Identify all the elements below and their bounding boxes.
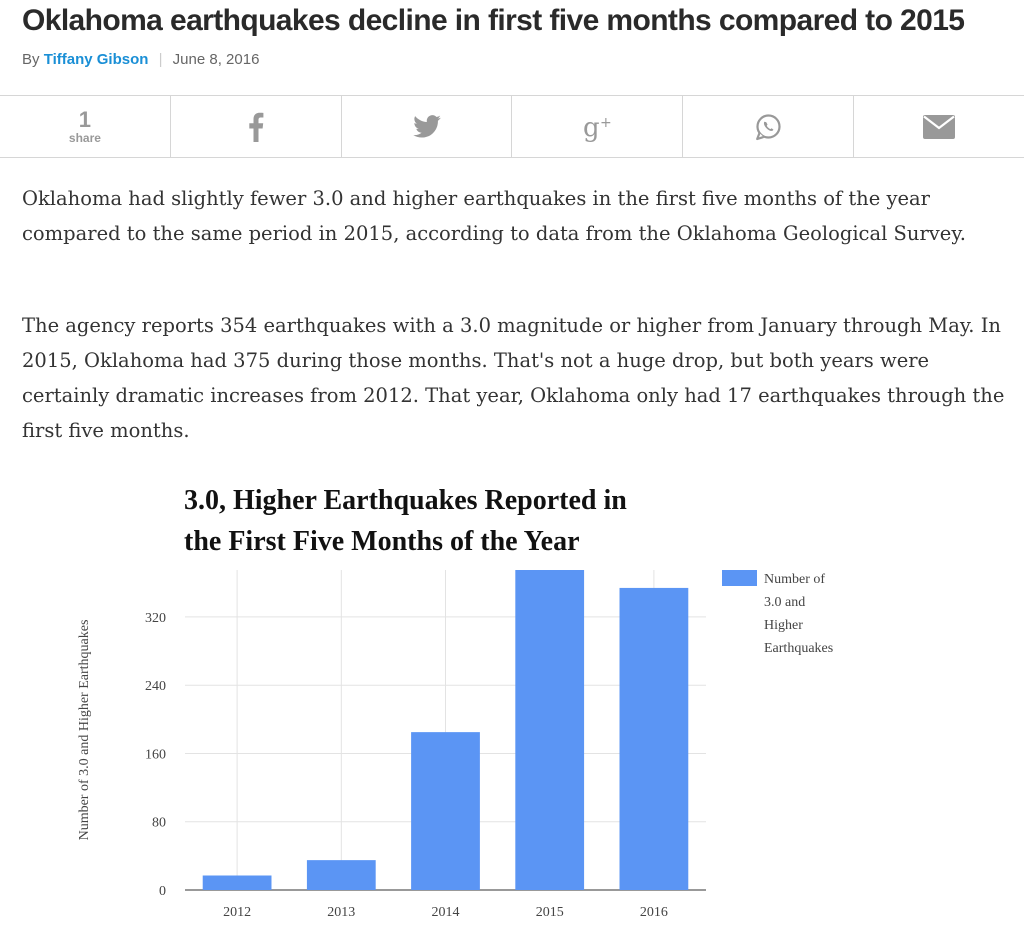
chart-y-axis-label: Number of 3.0 and Higher Earthquakes [77,620,92,841]
article-paragraph-2: The agency reports 354 earthquakes with … [22,314,1005,442]
bar-2016 [619,587,689,890]
email-icon [923,114,956,139]
facebook-icon [249,112,264,142]
whatsapp-share-button[interactable] [683,96,855,157]
bar-2015 [515,570,585,890]
byline-separator: | [158,51,163,68]
bar-2013 [306,860,376,890]
google-plus-icon: g + [583,113,612,142]
y-tick-label: 240 [145,679,166,694]
y-tick-label: 160 [145,747,166,762]
legend-label-line-2: 3.0 and [764,595,805,610]
chart-title-line-1: 3.0, Higher Earthquakes Reported in [184,485,627,516]
byline: By Tiffany Gibson | June 8, 2016 [22,51,259,68]
x-tick-label: 2013 [327,905,355,920]
bar-2012 [202,875,272,890]
y-tick-label: 320 [145,611,166,626]
legend-swatch [722,570,757,586]
share-count-label: share [68,130,101,145]
svg-text:+: + [600,115,612,131]
share-bar: 1 share g + [0,95,1024,158]
legend-label-line-4: Earthquakes [764,641,833,656]
x-tick-label: 2012 [223,905,251,920]
article-headline: Oklahoma earthquakes decline in first fi… [22,4,965,37]
twitter-share-button[interactable] [342,96,513,157]
legend-label-line-3: Higher [764,618,803,633]
y-tick-label: 0 [159,884,166,899]
y-tick-label: 80 [152,816,166,831]
author-link[interactable]: Tiffany Gibson [43,51,149,68]
bar-2014 [411,732,480,890]
publish-date: June 8, 2016 [172,51,260,68]
earthquake-bar-chart: 3.0, Higher Earthquakes Reported in the … [77,485,833,920]
facebook-share-button[interactable] [171,96,342,157]
legend-label-line-1: Number of [764,572,825,587]
share-count: 1 share [0,96,171,157]
x-tick-label: 2014 [432,905,460,920]
twitter-icon [412,115,441,138]
svg-text:g: g [583,113,600,142]
x-tick-label: 2015 [536,905,564,920]
share-count-number: 1 [78,106,92,132]
whatsapp-icon [756,113,781,140]
email-share-button[interactable] [854,96,1024,157]
article-paragraph-1: Oklahoma had slightly fewer 3.0 and high… [22,187,966,245]
x-tick-label: 2016 [640,905,668,920]
google-plus-share-button[interactable]: g + [512,96,684,157]
byline-prefix: By [22,51,40,68]
chart-title-line-2: the First Five Months of the Year [184,526,580,557]
